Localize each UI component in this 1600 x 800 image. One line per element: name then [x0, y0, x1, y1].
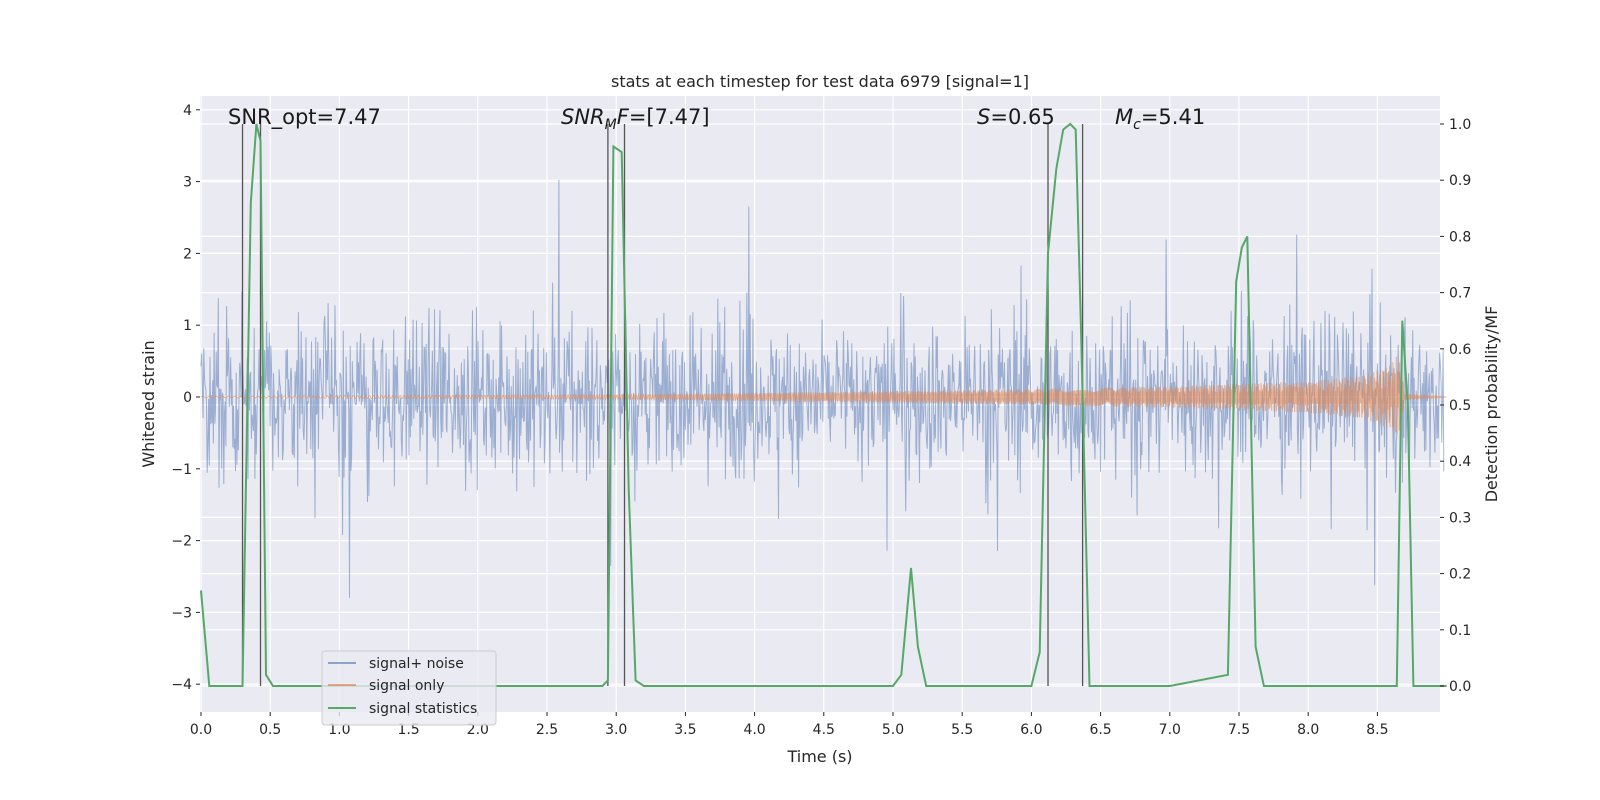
x-tick-label: 7.0 [1159, 722, 1181, 738]
x-tick-label: 2.0 [467, 722, 489, 738]
statistics-series [200, 122, 1447, 687]
x-tick-label: 0.5 [259, 722, 281, 738]
legend-label-signal: signal only [369, 678, 444, 694]
legend-box [321, 650, 497, 726]
statistics-line [200, 122, 1447, 687]
x-tick-label: 3.0 [605, 722, 627, 738]
y-tick-label: −2 [171, 534, 192, 550]
y2-tick-label: 0.1 [1449, 623, 1471, 639]
x-tick-label: 5.0 [882, 722, 904, 738]
annotation-mc: Mc=5.41 [1115, 105, 1205, 133]
annotation-mc-symbol: M [1115, 105, 1133, 129]
x-axis-title: Time (s) [786, 747, 852, 766]
y-axis-ticks: −4 −3 −2 −1 0 1 2 3 4 [171, 103, 200, 693]
annotation-s: S=0.65 [977, 105, 1055, 129]
x-tick-label: 0.0 [190, 722, 212, 738]
y2-axis-title: Detection probability/MF [1482, 306, 1501, 503]
y2-tick-label: 0.7 [1449, 286, 1471, 302]
grid [200, 96, 1440, 712]
y2-axis-ticks: 0.0 0.1 0.2 0.3 0.4 0.5 0.6 0.7 0.8 0.9 1.0 [1440, 117, 1471, 695]
annotation-snr-opt: SNR_opt=7.47 [228, 105, 381, 130]
x-tick-label: 7.5 [1228, 722, 1250, 738]
legend-label-statistics: signal statistics [369, 701, 477, 717]
x-tick-label: 6.0 [1020, 722, 1042, 738]
annotation-mc-subscript: c [1133, 117, 1141, 133]
noise-series [200, 179, 1445, 598]
x-tick-label: 2.5 [536, 722, 558, 738]
signal-line [200, 356, 1447, 435]
y-tick-label: 1 [183, 318, 192, 334]
signal-series [200, 356, 1447, 435]
annotation-snr-mf-tail: F [617, 105, 630, 129]
y2-tick-label: 0.9 [1449, 173, 1471, 189]
y2-tick-label: 0.4 [1449, 454, 1471, 470]
y2-tick-label: 0.2 [1449, 567, 1471, 583]
annotation-snr-mf-subscript: M [605, 117, 617, 133]
y2-tick-label: 0.3 [1449, 510, 1471, 526]
annotation-s-value: =0.65 [990, 105, 1054, 129]
y2-tick-label: 0.8 [1449, 229, 1471, 245]
y-tick-label: −1 [171, 462, 192, 478]
x-tick-label: 3.5 [674, 722, 696, 738]
noise-line [200, 179, 1445, 598]
y-tick-label: −3 [171, 605, 192, 621]
x-tick-label: 1.5 [397, 722, 419, 738]
x-tick-label: 6.5 [1089, 722, 1111, 738]
y-tick-label: 3 [183, 175, 192, 191]
y-tick-label: 4 [183, 103, 192, 119]
x-tick-label: 1.0 [328, 722, 350, 738]
y2-tick-label: 1.0 [1449, 117, 1471, 133]
annotation-s-symbol: S [977, 105, 990, 129]
x-tick-label: 8.5 [1366, 722, 1388, 738]
y2-tick-label: 0.0 [1449, 679, 1471, 695]
y-axis-title: Whitened strain [139, 340, 158, 467]
legend: signal+ noise signal only signal statist… [321, 650, 497, 726]
legend-label-noise: signal+ noise [369, 656, 464, 672]
annotation-mc-value: =5.41 [1141, 105, 1205, 129]
y-tick-label: 0 [183, 390, 192, 406]
x-axis-ticks: 0.0 0.5 1.0 1.5 2.0 2.5 3.0 3.5 4.0 4.5 5.0 5.5 6.0 6… [190, 712, 1389, 738]
x-tick-label: 5.5 [951, 722, 973, 738]
chart-title: stats at each timestep for test data 697… [611, 72, 1029, 91]
y-tick-label: −4 [171, 677, 192, 693]
y-tick-label: 2 [183, 246, 192, 262]
x-tick-label: 4.0 [743, 722, 765, 738]
annotation-snr-mf-value: =[7.47] [629, 105, 710, 129]
annotation-snr-mf-symbol: SNR [561, 105, 605, 129]
x-tick-label: 4.5 [813, 722, 835, 738]
y2-tick-label: 0.5 [1449, 398, 1471, 414]
x-tick-label: 8.0 [1297, 722, 1319, 738]
annotation-snr-mf: SNRMF=[7.47] [561, 105, 710, 133]
y2-tick-label: 0.6 [1449, 342, 1471, 358]
